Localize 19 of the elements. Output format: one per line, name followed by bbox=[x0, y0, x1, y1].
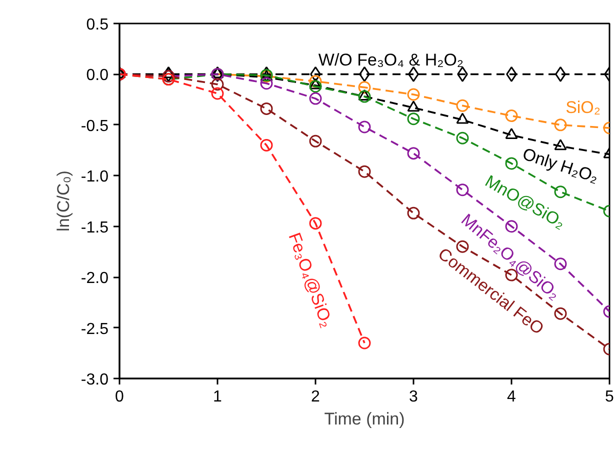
x-tick-label: 1 bbox=[213, 388, 222, 406]
x-tick-label: 5 bbox=[605, 388, 614, 406]
text: Only H₂O₂ bbox=[520, 144, 601, 187]
y-tick-label: -3.0 bbox=[80, 372, 109, 388]
y-tick-label: -2.0 bbox=[80, 270, 109, 288]
x-tick-label: 0 bbox=[115, 388, 124, 406]
series-label: W/O Fe₃O₄ & H₂O₂ bbox=[318, 50, 464, 70]
x-tick-label: 2 bbox=[311, 388, 320, 406]
y-tick-label: -1.0 bbox=[80, 168, 109, 186]
x-tick-label: 3 bbox=[409, 388, 418, 406]
series-label: SiO₂ bbox=[566, 98, 601, 118]
y-tick-label: 0.5 bbox=[86, 16, 109, 34]
y-tick-label: 0.0 bbox=[86, 67, 109, 84]
x-axis-title: Time (min) bbox=[324, 410, 405, 428]
y-axis-title: ln(C/C₀) bbox=[54, 170, 73, 232]
y-tick-label: -0.5 bbox=[80, 118, 109, 135]
y-tick-label: -2.5 bbox=[80, 320, 109, 338]
x-tick-label: 4 bbox=[507, 388, 516, 406]
y-tick-label: -1.5 bbox=[80, 219, 109, 236]
